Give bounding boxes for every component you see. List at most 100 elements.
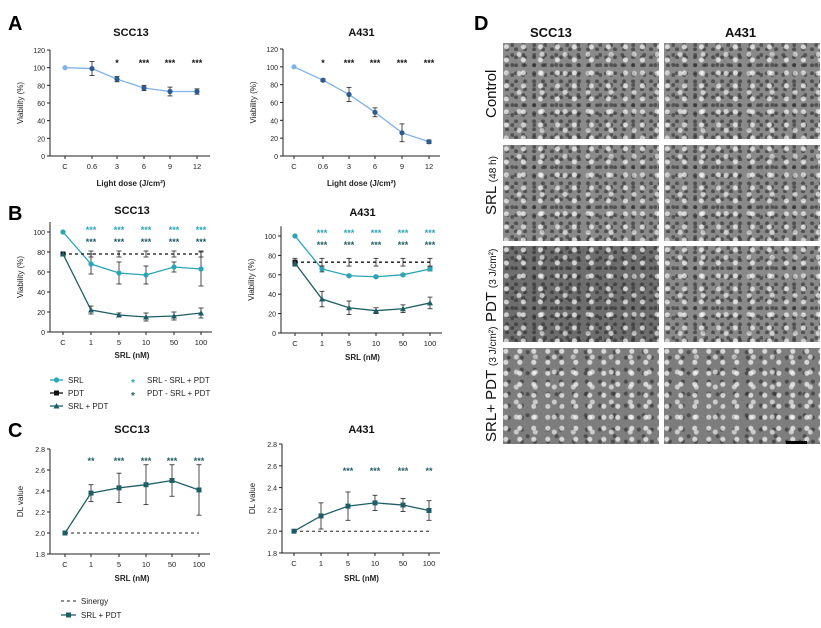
y-tick-label: 80: [268, 253, 276, 260]
x-axis-label: Light dose (J/cm²): [97, 179, 166, 188]
y-tick-label: 40: [37, 290, 45, 297]
x-tick-label: 1: [89, 338, 93, 347]
series-line-srl: [294, 235, 431, 278]
significance-stars: ***: [141, 225, 152, 235]
series-line-viability: [293, 66, 430, 143]
significance-stars: **: [87, 456, 95, 466]
series-line-srl-pdt: [293, 502, 430, 532]
scale-bar: [786, 441, 807, 444]
significance-stars: ***: [425, 240, 436, 250]
significance-stars: ***: [169, 237, 180, 247]
data-point: [143, 314, 149, 320]
significance-stars: ***: [141, 237, 152, 247]
legend-star-pdt-label: PDT - SRL + PDT: [147, 389, 210, 398]
y-tick-label: 60: [37, 270, 45, 277]
significance-stars: ***: [167, 456, 178, 466]
significance-stars: ***: [371, 228, 382, 238]
y-tick-label: 40: [270, 118, 278, 125]
y-tick-label: 20: [37, 136, 45, 143]
micrograph-scc13-srl-pdt: [503, 348, 659, 444]
y-tick-label: 40: [37, 119, 45, 126]
y-axis-label: Viability (%): [247, 258, 256, 300]
x-tick-label: 0.6: [87, 162, 97, 171]
data-point: [346, 304, 352, 311]
x-tick-label: 3: [347, 162, 351, 171]
significance-stars: ***: [370, 466, 381, 476]
y-axis-label: Viability (%): [16, 256, 25, 298]
y-tick-label: 0: [41, 330, 45, 337]
significance-stars: ***: [370, 58, 381, 68]
x-tick-label: 10: [142, 338, 150, 347]
data-point: [372, 500, 378, 506]
data-point: [346, 273, 352, 279]
significance-stars: ***: [398, 228, 409, 238]
x-tick-label: C: [60, 338, 66, 347]
legend-srl-pdt-label: SRL + PDT: [68, 402, 108, 411]
x-tick-label: 100: [195, 338, 208, 347]
y-tick-label: 120: [266, 47, 278, 54]
significance-stars: ***: [397, 58, 408, 68]
data-point: [320, 77, 326, 83]
y-tick-label: 100: [33, 230, 45, 237]
x-tick-label: 100: [193, 560, 206, 569]
data-point: [292, 260, 298, 266]
legend-c-srl-pdt-marker: [66, 612, 71, 618]
series-line-viability: [64, 67, 197, 93]
x-tick-label: 12: [425, 162, 433, 171]
significance-stars: ***: [86, 225, 97, 235]
y-tick-label: 2.8: [267, 442, 277, 449]
data-point: [399, 130, 405, 136]
x-tick-label: 5: [117, 338, 121, 347]
y-tick-label: 1.8: [35, 552, 45, 559]
significance-stars: ***: [425, 228, 436, 238]
data-point: [116, 485, 122, 491]
data-point: [345, 503, 351, 509]
x-tick-label: 1: [319, 559, 323, 568]
x-tick-label: C: [291, 162, 297, 171]
x-tick-label: 5: [117, 560, 121, 569]
legend-c-srl-pdt-label: SRL + PDT: [81, 611, 121, 620]
y-tick-label: 2.6: [267, 464, 277, 471]
legend-pdt-label: PDT: [68, 389, 84, 398]
y-tick-label: 2.6: [35, 468, 45, 475]
chart-title: A431: [348, 27, 374, 39]
chart-title: SCC13: [114, 205, 149, 217]
significance-stars: ***: [317, 240, 328, 250]
data-point: [171, 313, 177, 319]
x-tick-label: 100: [424, 339, 437, 348]
significance-stars: ***: [344, 58, 355, 68]
chart-title: SCC13: [113, 27, 148, 39]
y-axis-label: DL value: [16, 485, 25, 517]
data-point: [194, 88, 200, 95]
significance-stars: ***: [165, 58, 176, 68]
data-point: [88, 490, 94, 496]
x-tick-label: 50: [399, 559, 407, 568]
data-point: [198, 310, 204, 316]
series-line-srl-pdt: [64, 479, 200, 534]
significance-stars: ***: [317, 228, 328, 238]
micrograph-a431-srl: [664, 145, 820, 241]
series-line-srl: [62, 231, 202, 276]
data-point: [400, 502, 406, 508]
y-tick-label: 2.0: [267, 529, 277, 536]
x-tick-label: 50: [170, 338, 178, 347]
chart-title: A431: [348, 424, 374, 436]
data-point: [400, 272, 406, 278]
y-tick-label: 60: [270, 101, 278, 108]
y-tick-label: 80: [37, 83, 45, 90]
y-tick-label: 2.4: [267, 486, 277, 493]
x-tick-label: 0.6: [318, 162, 328, 171]
x-tick-label: 10: [371, 559, 379, 568]
x-axis-label: SRL (nM): [115, 574, 150, 583]
data-point: [373, 274, 379, 280]
x-tick-label: 50: [168, 560, 176, 569]
data-point: [426, 507, 432, 513]
significance-stars: ***: [196, 237, 207, 247]
panel-label-b: B: [8, 203, 22, 225]
significance-stars: *: [115, 58, 119, 68]
significance-stars: ***: [194, 456, 205, 466]
x-tick-label: 3: [115, 162, 119, 171]
data-point: [291, 64, 297, 70]
x-tick-label: 10: [142, 560, 150, 569]
